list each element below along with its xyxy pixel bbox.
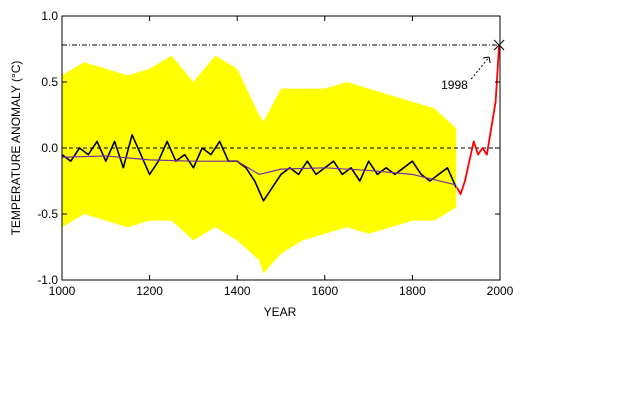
reconstruction-line [61, 134, 457, 202]
x-tick-label-2000: 2000 [487, 284, 514, 298]
instrumental-line [456, 44, 501, 196]
y-axis-title: TEMPERATURE ANOMALY (°C) [9, 61, 23, 236]
annotations: 1998 [441, 39, 505, 92]
annotation-label-0: 1998 [441, 78, 468, 92]
x-tick-label-1200: 1200 [136, 284, 163, 298]
smoothed-line [61, 155, 457, 186]
uncertainty-band [62, 55, 457, 274]
y-tick-label-4: -1.0 [37, 273, 58, 287]
reference-lines [62, 44, 500, 149]
uncertainty-band-layer [62, 55, 457, 274]
x-tick-label-1600: 1600 [311, 284, 338, 298]
y-tick-label-0: 1.0 [41, 9, 58, 23]
peak-marker-b [493, 39, 505, 51]
y-tick-label-2: 0.0 [41, 141, 58, 155]
x-tick-label-1800: 1800 [399, 284, 426, 298]
x-tick-label-1000: 1000 [49, 284, 76, 298]
x-tick-label-1400: 1400 [224, 284, 251, 298]
y-tick-label-1: 0.5 [41, 75, 58, 89]
axis-ticks: 1000 1200 1400 1600 1800 2000 1.0 0.5 0.0 -0.5 -1.… [37, 9, 513, 298]
annotation-arrowhead-0 [483, 56, 491, 64]
x-axis-title: YEAR [264, 305, 297, 319]
series-lines [61, 44, 501, 202]
y-tick-label-3: -0.5 [37, 207, 58, 221]
